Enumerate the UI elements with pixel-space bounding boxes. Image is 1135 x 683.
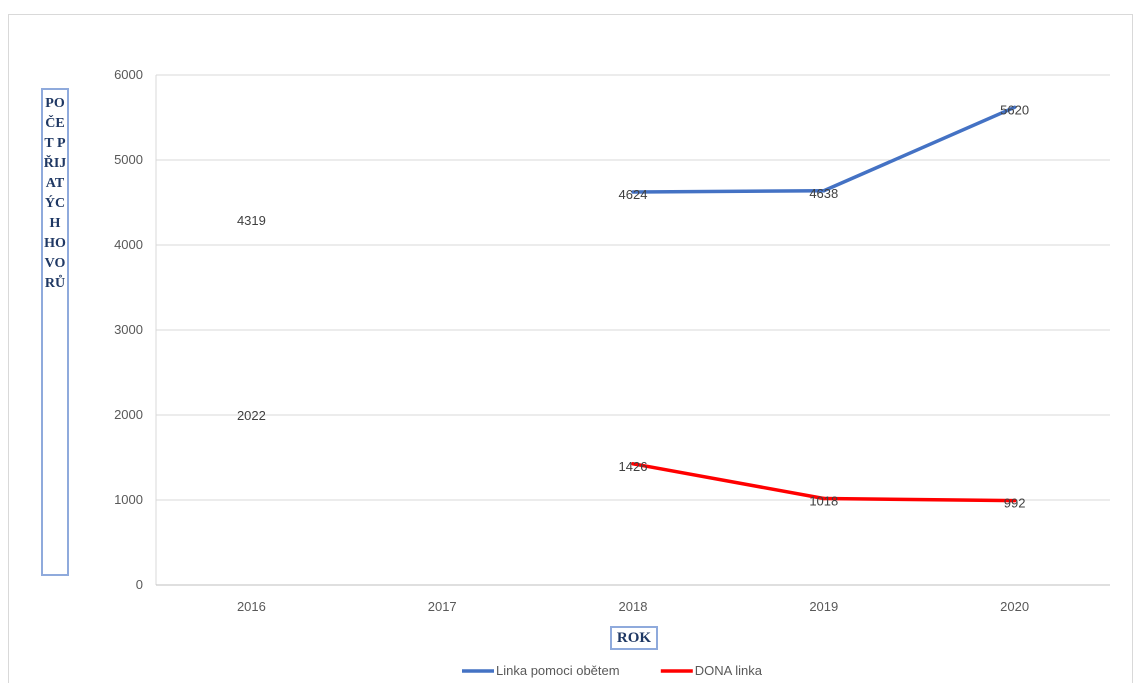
legend-label: DONA linka [695,663,763,678]
y-axis-title-box: POČET PŘIJATÝCH HOVORŮ [41,88,69,576]
data-label: 4624 [619,187,648,202]
series-segment-1 [631,189,826,194]
x-axis-title-box: ROK [610,626,658,650]
series-segment-2 [822,496,1017,503]
series-segment-2 [631,462,826,501]
y-tick-label: 2000 [114,407,143,422]
axes: 0 1000 2000 3000 4000 5000 6000 2016 2017 2018 201… [114,67,1110,614]
chart-frame [8,14,1133,683]
legend: Linka pomoci obětem DONA linka [462,663,763,678]
series-segment-1 [822,105,1017,193]
y-tick-label: 0 [136,577,143,592]
x-tick-label: 2017 [428,599,457,614]
data-label: 1426 [619,459,648,474]
gridlines [156,74,1110,586]
data-label: 5620 [1000,102,1029,117]
x-tick-label: 2019 [809,599,838,614]
data-labels: 4319 4624 4638 5620 2022 1426 1018 992 [237,102,1029,510]
x-tick-label: 2018 [619,599,648,614]
data-label: 992 [1004,496,1026,511]
data-label: 2022 [237,408,266,423]
data-label: 4638 [809,186,838,201]
data-label: 1018 [809,493,838,508]
y-tick-label: 6000 [114,67,143,82]
x-axis-title: ROK [616,630,652,646]
series-lines [631,105,1017,503]
legend-label: Linka pomoci obětem [496,663,620,678]
y-tick-label: 4000 [114,237,143,252]
y-tick-label: 5000 [114,152,143,167]
y-tick-label: 1000 [114,492,143,507]
x-tick-label: 2016 [237,599,266,614]
y-axis-title: POČET PŘIJATÝCH HOVORŮ [43,96,67,291]
y-tick-label: 3000 [114,322,143,337]
data-label: 4319 [237,213,266,228]
x-tick-label: 2020 [1000,599,1029,614]
